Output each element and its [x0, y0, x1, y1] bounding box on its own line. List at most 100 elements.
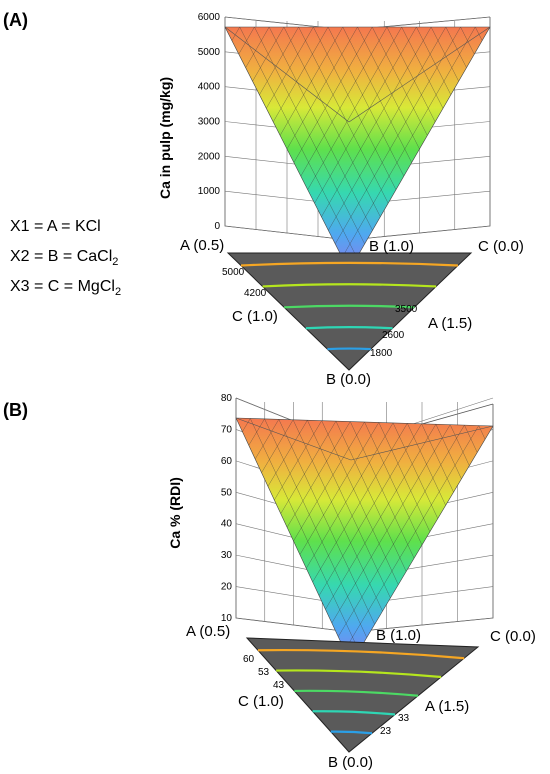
mesh-line: [357, 27, 420, 150]
mesh-line: [327, 27, 405, 177]
mesh-line: [231, 27, 240, 41]
mesh-line: [430, 27, 459, 82]
mesh-line: [445, 27, 467, 68]
chart-b-contour-plane: [245, 637, 480, 753]
mesh-line: [344, 425, 479, 651]
mesh-line: [328, 27, 447, 231]
mesh-line: [293, 421, 365, 542]
chart-b-contour-label-43: 43: [273, 680, 285, 691]
mesh-line: [278, 419, 375, 625]
panel-label-a: (A): [3, 10, 28, 30]
mesh-line: [314, 27, 417, 204]
mesh-line: [342, 27, 412, 163]
chart-b: 10 20 30 40 50 60 70 80 Ca % (RDI) A (0.5) B (1…: [167, 393, 536, 771]
chart-a-ridge-left: [224, 26, 350, 123]
chart-b-z-tick: 30: [221, 550, 233, 561]
chart-b-z-tick: 60: [221, 456, 233, 467]
contour-line-1800: [327, 347, 371, 351]
chart-b-contour-label-23: 23: [380, 726, 392, 737]
chart-a-z-tick: 0: [214, 221, 220, 232]
legend-line-x1: X1 = A = KCl: [10, 218, 101, 235]
contour-line-4200: [262, 283, 437, 288]
chart-a-contour-label-2600: 2600: [382, 330, 405, 341]
chart-b-surface-mesh: [242, 418, 486, 651]
mesh-line: [300, 27, 388, 177]
chart-a-contour-plane: [226, 252, 473, 371]
mesh-line: [307, 420, 391, 598]
chart-a-edge-c: C (1.0): [232, 308, 278, 325]
mesh-line: [286, 27, 358, 150]
mesh-line: [421, 423, 454, 493]
mesh-line: [273, 27, 329, 123]
mesh-line: [242, 418, 251, 432]
contour-line-33: [312, 710, 396, 716]
contour-line-5000: [240, 261, 458, 267]
mesh-line: [460, 27, 475, 55]
contour-line-23: [330, 730, 373, 735]
mesh-line: [254, 419, 280, 460]
chart-a-vertex-b-bottom: B (0.0): [326, 371, 371, 388]
chart-a-edge-a: A (1.5): [428, 315, 472, 332]
mesh-line: [245, 27, 270, 68]
mesh-line: [299, 422, 379, 555]
chart-a-ridge-right: [348, 26, 491, 123]
chart-b-z-tick: 80: [221, 393, 233, 404]
mesh-line: [435, 424, 462, 479]
chart-b-contours: [257, 648, 465, 735]
chart-a-contour-label-1800: 1800: [370, 348, 393, 359]
chart-a-contour-label-5000: 5000: [222, 267, 245, 278]
chart-a-contour-label-4200: 4200: [244, 288, 267, 299]
panel-label-b: (B): [3, 400, 28, 420]
contour-line-60: [257, 648, 465, 660]
mesh-line: [331, 424, 451, 624]
chart-b-ylabel: Ca % (RDI): [167, 477, 183, 549]
mesh-line: [401, 27, 444, 109]
chart-b-ridge-left: [235, 417, 352, 461]
mesh-line: [350, 421, 415, 559]
contour-line-3500: [284, 304, 415, 309]
chart-b-contour-label-53: 53: [258, 667, 270, 678]
chart-b-edge-a: A (1.5): [425, 698, 469, 715]
mesh-line: [250, 418, 360, 651]
mesh-line: [259, 27, 299, 95]
mesh-line: [286, 421, 351, 528]
mesh-line: [318, 423, 422, 596]
mesh-line: [386, 27, 436, 122]
legend-line-x2: X2 = B = CaCl2: [10, 248, 118, 268]
mesh-line: [267, 420, 308, 487]
chart-b-contour-label-33: 33: [398, 713, 410, 724]
mesh-line: [392, 422, 438, 519]
mesh-line: [252, 27, 285, 82]
chart-a-z-tick: 1000: [198, 186, 221, 197]
mesh-line: [238, 27, 255, 55]
mesh-line: [293, 27, 373, 163]
legend: X1 = A = KCl X2 = B = CaCl2 X3 = C = MgC…: [10, 218, 121, 298]
chart-a-z-tick: 2000: [198, 151, 221, 162]
chart-b-z-tick: 40: [221, 519, 233, 530]
chart-b-surface: [235, 417, 494, 665]
chart-b-contour-label-60: 60: [243, 654, 255, 665]
chart-a-vertex-a: A (0.5): [180, 237, 224, 254]
chart-b-vertex-a: A (0.5): [186, 623, 230, 640]
mesh-line: [280, 420, 337, 514]
chart-a-ylabel: Ca in pulp (mg/kg): [157, 77, 173, 199]
mesh-line: [378, 422, 431, 532]
contour-line-2600: [305, 326, 393, 330]
mesh-line: [239, 27, 358, 258]
chart-b-ridge-right: [350, 425, 494, 461]
mesh-line: [407, 423, 446, 506]
mesh-line: [268, 27, 373, 231]
chart-b-vertex-b-top: B (1.0): [376, 627, 421, 644]
mesh-line: [372, 27, 428, 136]
chart-a-z-tick: 6000: [198, 12, 221, 23]
mesh-line: [261, 419, 294, 473]
mesh-line: [449, 424, 470, 466]
mesh-line: [266, 27, 314, 109]
chart-a-z-ticks: 0 1000 2000 3000 4000 5000 6000: [198, 12, 221, 232]
mesh-line: [478, 425, 486, 440]
mesh-line: [306, 422, 394, 569]
chart-a: 0 1000 2000 3000 4000 5000 6000 Ca in pulp (mg…: [157, 12, 524, 388]
mesh-line: [475, 27, 483, 41]
mesh-line: [274, 420, 322, 501]
